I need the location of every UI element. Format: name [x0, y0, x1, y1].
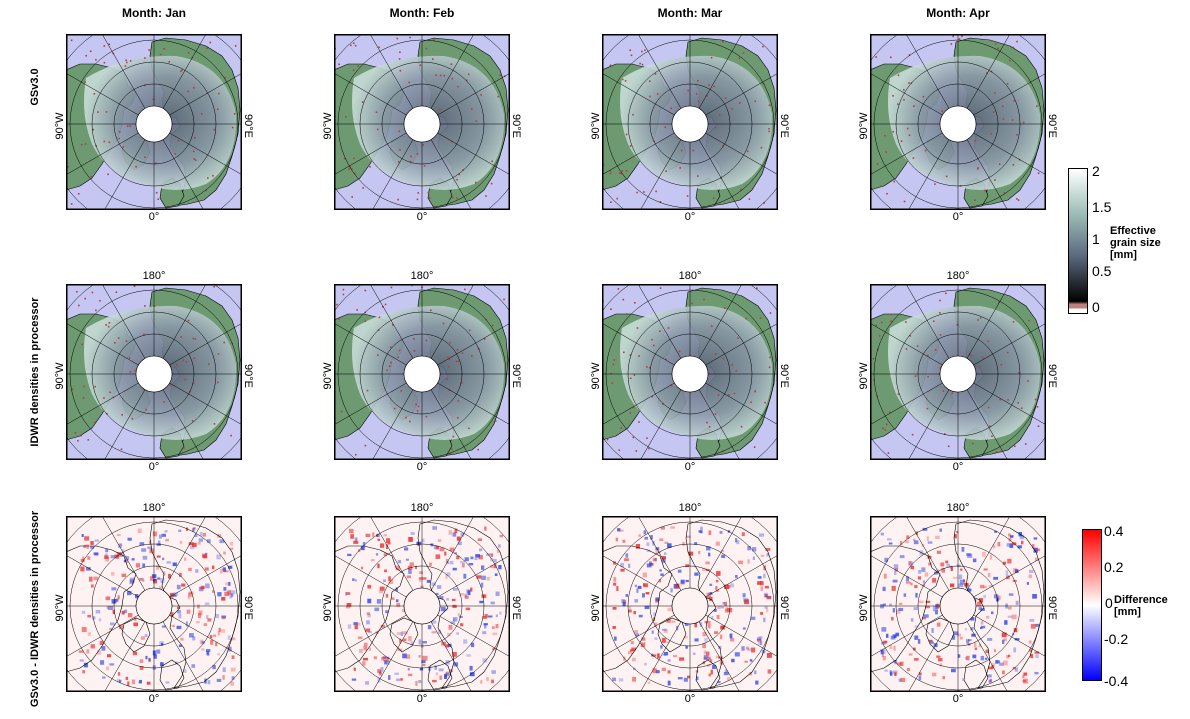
colorbar-tick: 1.5 — [1092, 199, 1112, 215]
left-meridian-label: 90°W — [322, 594, 334, 622]
map-panel — [66, 284, 242, 460]
column-title: Month: Mar — [657, 6, 723, 20]
colorbar-tick: 0.2 — [1104, 559, 1124, 575]
right-meridian-label: 90°E — [510, 114, 522, 138]
bottom-meridian-label: 0° — [416, 693, 428, 705]
polar-map — [602, 284, 778, 460]
left-meridian-label: 90°W — [858, 362, 870, 390]
colorbar-title-line: Difference — [1114, 594, 1168, 606]
right-meridian-label: 90°E — [778, 596, 790, 620]
polar-map — [602, 516, 778, 692]
grain-size-colorbar — [1068, 168, 1088, 314]
colorbar-tick: 1 — [1092, 231, 1100, 247]
right-meridian-label: 90°E — [1046, 596, 1058, 620]
colorbar-title: Effective grain size [mm] — [1110, 225, 1161, 261]
right-meridian-label: 90°E — [242, 364, 254, 388]
left-meridian-label: 90°W — [590, 594, 602, 622]
bottom-meridian-label: 0° — [148, 211, 160, 223]
map-panel — [602, 516, 778, 692]
colorbar-tick: 0.5 — [1092, 263, 1112, 279]
colorbar-title: Difference [mm] — [1114, 594, 1168, 618]
bottom-meridian-label: 0° — [148, 693, 160, 705]
column-title: Month: Feb — [389, 6, 455, 20]
map-panel — [334, 284, 510, 460]
left-meridian-label: 90°W — [590, 362, 602, 390]
right-meridian-label: 90°E — [778, 114, 790, 138]
map-panel — [66, 34, 242, 210]
colorbar-title-line: grain size — [1110, 237, 1161, 249]
polar-map — [66, 516, 242, 692]
top-meridian-label: 180° — [410, 270, 434, 282]
colorbar-tick: 0 — [1105, 595, 1113, 611]
left-meridian-label: 90°W — [858, 112, 870, 140]
right-meridian-label: 90°E — [242, 596, 254, 620]
row-label: GSv3.0 — [29, 68, 41, 106]
left-meridian-label: 90°W — [858, 594, 870, 622]
left-meridian-label: 90°W — [54, 362, 66, 390]
map-panel — [66, 516, 242, 692]
colorbar-tick: 0.4 — [1104, 523, 1124, 539]
map-panel — [602, 34, 778, 210]
map-panel — [870, 516, 1046, 692]
top-meridian-label: 180° — [678, 502, 702, 514]
bottom-meridian-label: 0° — [684, 693, 696, 705]
colorbar-title-line: Effective — [1110, 225, 1156, 237]
map-panel — [870, 284, 1046, 460]
right-meridian-label: 90°E — [1046, 364, 1058, 388]
map-panel — [334, 516, 510, 692]
bottom-meridian-label: 0° — [684, 461, 696, 473]
column-title: Month: Jan — [122, 6, 186, 20]
right-meridian-label: 90°E — [242, 114, 254, 138]
polar-map — [870, 516, 1046, 692]
colorbar-title-line: [mm] — [1114, 606, 1141, 618]
bottom-meridian-label: 0° — [952, 693, 964, 705]
top-meridian-label: 180° — [142, 502, 166, 514]
bottom-meridian-label: 0° — [952, 461, 964, 473]
polar-map — [66, 34, 242, 210]
right-meridian-label: 90°E — [1046, 114, 1058, 138]
right-meridian-label: 90°E — [510, 364, 522, 388]
bottom-meridian-label: 0° — [416, 461, 428, 473]
polar-map — [870, 34, 1046, 210]
polar-map — [334, 34, 510, 210]
left-meridian-label: 90°W — [54, 112, 66, 140]
map-panel — [870, 34, 1046, 210]
left-meridian-label: 90°W — [54, 594, 66, 622]
colorbar-tick: -0.2 — [1104, 631, 1129, 647]
polar-map — [602, 34, 778, 210]
row-label: GSv3.0 - IDWR densities in processor — [29, 510, 41, 708]
top-meridian-label: 180° — [142, 270, 166, 282]
top-meridian-label: 180° — [678, 270, 702, 282]
polar-map — [334, 284, 510, 460]
bottom-meridian-label: 0° — [416, 211, 428, 223]
colorbar-tick: 2 — [1092, 163, 1100, 179]
row-label: IDWR densities in processor — [29, 297, 41, 447]
colorbar-tick: 0 — [1092, 299, 1100, 315]
bottom-meridian-label: 0° — [952, 211, 964, 223]
column-title: Month: Apr — [926, 6, 990, 20]
polar-map — [870, 284, 1046, 460]
difference-colorbar — [1082, 529, 1102, 681]
polar-map — [66, 284, 242, 460]
top-meridian-label: 180° — [946, 502, 970, 514]
left-meridian-label: 90°W — [322, 362, 334, 390]
colorbar-title-line: [mm] — [1110, 249, 1137, 261]
map-panel — [602, 284, 778, 460]
polar-map — [334, 516, 510, 692]
bottom-meridian-label: 0° — [148, 461, 160, 473]
top-meridian-label: 180° — [946, 270, 970, 282]
map-panel — [334, 34, 510, 210]
right-meridian-label: 90°E — [510, 596, 522, 620]
left-meridian-label: 90°W — [590, 112, 602, 140]
left-meridian-label: 90°W — [322, 112, 334, 140]
top-meridian-label: 180° — [410, 502, 434, 514]
colorbar-tick: -0.4 — [1104, 673, 1129, 689]
bottom-meridian-label: 0° — [684, 211, 696, 223]
right-meridian-label: 90°E — [778, 364, 790, 388]
